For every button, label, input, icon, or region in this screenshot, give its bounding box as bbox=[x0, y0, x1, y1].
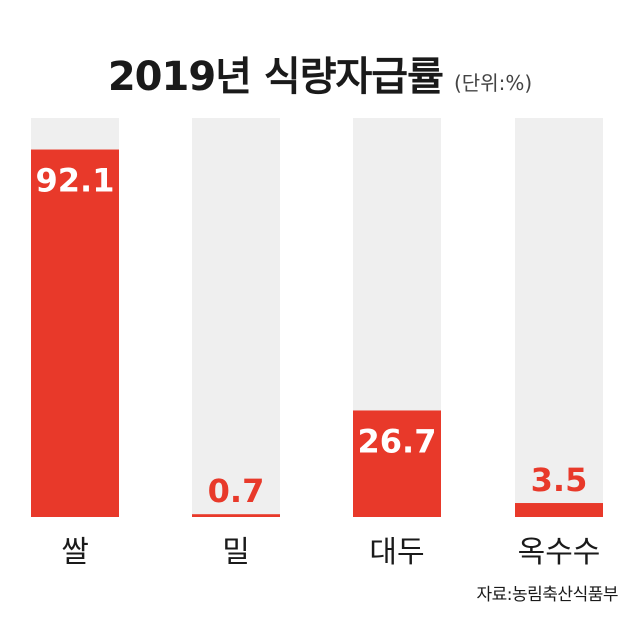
unit-label: (단위:%) bbox=[454, 71, 533, 95]
source-note: 자료:농림축산식품부 bbox=[476, 585, 619, 605]
bar bbox=[353, 410, 441, 517]
data-label: 3.5 bbox=[531, 461, 588, 499]
bar bbox=[515, 503, 603, 517]
data-label: 92.1 bbox=[36, 162, 115, 200]
category-label: 대두 bbox=[369, 535, 424, 570]
bar-track bbox=[192, 118, 280, 517]
data-label: 0.7 bbox=[208, 472, 265, 510]
category-label: 쌀 bbox=[61, 535, 89, 570]
data-label: 26.7 bbox=[358, 422, 437, 460]
title-row: 2019년 식량자급률 (단위:%) bbox=[0, 44, 640, 102]
bar bbox=[31, 149, 119, 517]
chart-title: 2019년 식량자급률 bbox=[107, 54, 444, 100]
bar bbox=[192, 514, 280, 517]
category-label: 밀 bbox=[222, 535, 250, 570]
bar-track bbox=[515, 118, 603, 517]
category-label: 옥수수 bbox=[518, 535, 601, 570]
